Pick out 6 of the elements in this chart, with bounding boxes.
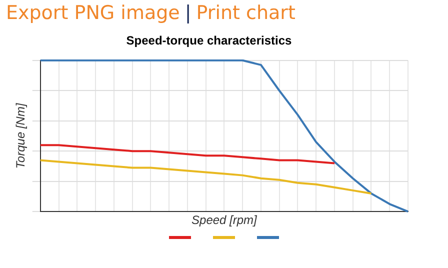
x-axis-title: Speed [rpm] [192,213,258,228]
y-axis-title: Torque [Nm] [14,102,28,169]
text: Export PNG image [6,2,180,24]
text: | [184,2,192,24]
chart-title: Speed-torque characteristics [126,34,292,48]
text: Print chart [196,2,296,24]
